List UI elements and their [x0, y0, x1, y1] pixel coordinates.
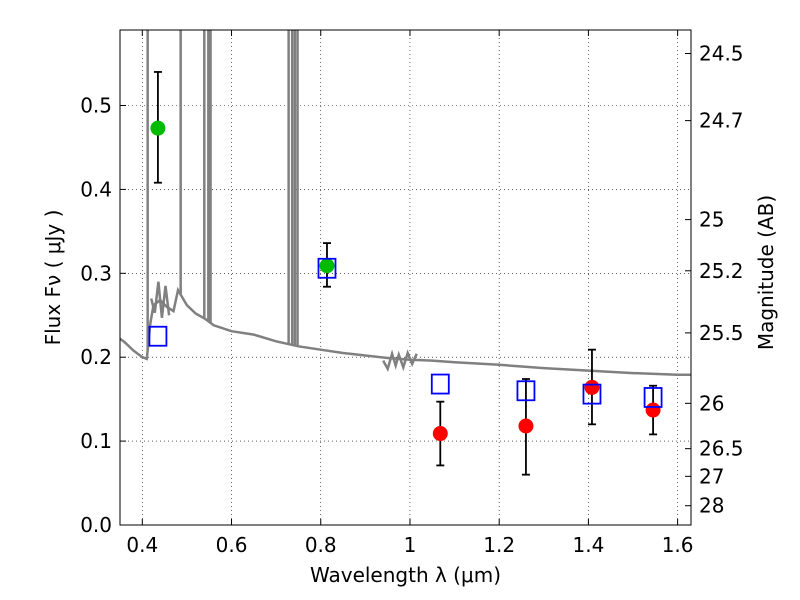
red-point: [584, 379, 600, 395]
y2-axis-label: Magnitude (AB): [754, 195, 778, 350]
x-tick-label: 1.4: [572, 533, 604, 557]
y2-tick-label: 24.7: [699, 109, 744, 133]
plot-frame: [119, 29, 692, 526]
y-tick-label: 0.2: [80, 345, 112, 369]
y2-tick-label: 26: [699, 391, 724, 415]
model-square: [582, 383, 602, 405]
x-axis-label: Wavelength λ (μm): [310, 563, 501, 587]
model-square: [317, 257, 337, 279]
y2-tick-label: 24.5: [699, 41, 744, 65]
model-square: [430, 373, 450, 395]
red-point: [432, 426, 448, 442]
x-tick-label: 1.6: [662, 533, 694, 557]
spectrum: [120, 30, 691, 377]
model-square: [148, 325, 168, 347]
data-points: [148, 71, 663, 476]
y-tick-label: 0.4: [80, 177, 112, 201]
tick-labels: 0.4 0.6 0.8 1 1.2 1.4 1.6 0.0 0.1 0.2 0.3 0.4 0.5 24.…: [80, 41, 743, 557]
spectrum-feature: [382, 349, 418, 373]
red-point: [645, 402, 661, 418]
y-tick-label: 0.1: [80, 429, 112, 453]
x-tick-label: 1: [404, 533, 417, 557]
model-square: [516, 380, 536, 402]
y2-tick-label: 25.2: [699, 259, 744, 283]
y2-tick-label: 27: [699, 464, 724, 488]
model-square: [643, 387, 663, 408]
y-tick-label: 0.0: [80, 513, 112, 537]
y2-tick-label: 25.5: [699, 321, 744, 345]
green-point: [150, 120, 166, 136]
y-axis-label: Flux Fν ( μJy ): [41, 210, 65, 346]
y-tick-label: 0.3: [80, 261, 112, 285]
y2-tick-label: 25: [699, 208, 724, 232]
x-tick-label: 0.8: [305, 533, 337, 557]
y2-tick-label: 28: [699, 494, 724, 518]
red-point: [518, 418, 534, 434]
green-point: [319, 258, 335, 274]
x-tick-label: 0.4: [126, 533, 158, 557]
x-tick-label: 1.2: [483, 533, 515, 557]
spectrum-feature: [149, 281, 171, 318]
y-tick-label: 0.5: [80, 94, 112, 118]
ticks: [120, 30, 691, 526]
grid-lines: [120, 30, 691, 526]
y2-tick-label: 26.5: [699, 437, 744, 461]
spectrum-line: [120, 286, 691, 377]
x-tick-label: 0.6: [216, 533, 248, 557]
